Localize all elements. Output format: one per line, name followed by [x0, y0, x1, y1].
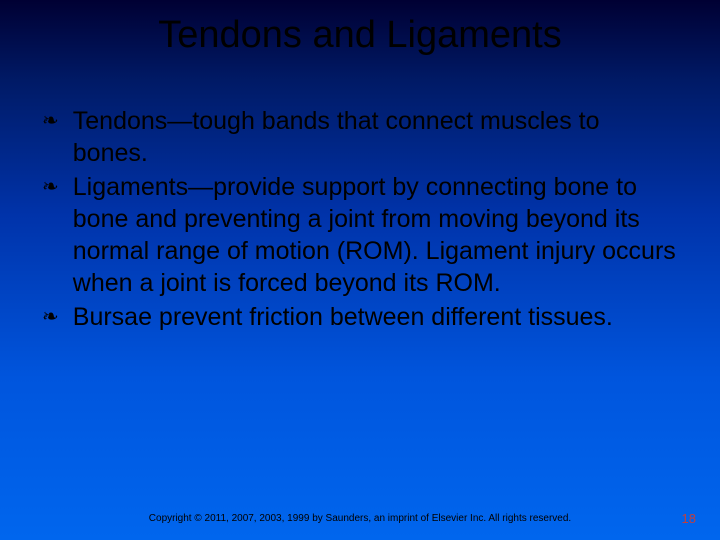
bullet-icon: ❧ — [42, 171, 59, 203]
bullet-text: Tendons—tough bands that connect muscles… — [73, 105, 680, 169]
bullet-item: ❧ Ligaments—provide support by connectin… — [40, 171, 680, 299]
page-number: 18 — [682, 511, 696, 526]
bullet-item: ❧ Bursae prevent friction between differ… — [40, 301, 680, 333]
slide-body: ❧ Tendons—tough bands that connect muscl… — [0, 65, 720, 333]
slide-title: Tendons and Ligaments — [0, 0, 720, 65]
copyright-footer: Copyright © 2011, 2007, 2003, 1999 by Sa… — [0, 513, 720, 524]
bullet-text: Ligaments—provide support by connecting … — [73, 171, 680, 299]
bullet-icon: ❧ — [42, 301, 59, 333]
bullet-text: Bursae prevent friction between differen… — [73, 301, 680, 333]
bullet-item: ❧ Tendons—tough bands that connect muscl… — [40, 105, 680, 169]
bullet-icon: ❧ — [42, 105, 59, 137]
